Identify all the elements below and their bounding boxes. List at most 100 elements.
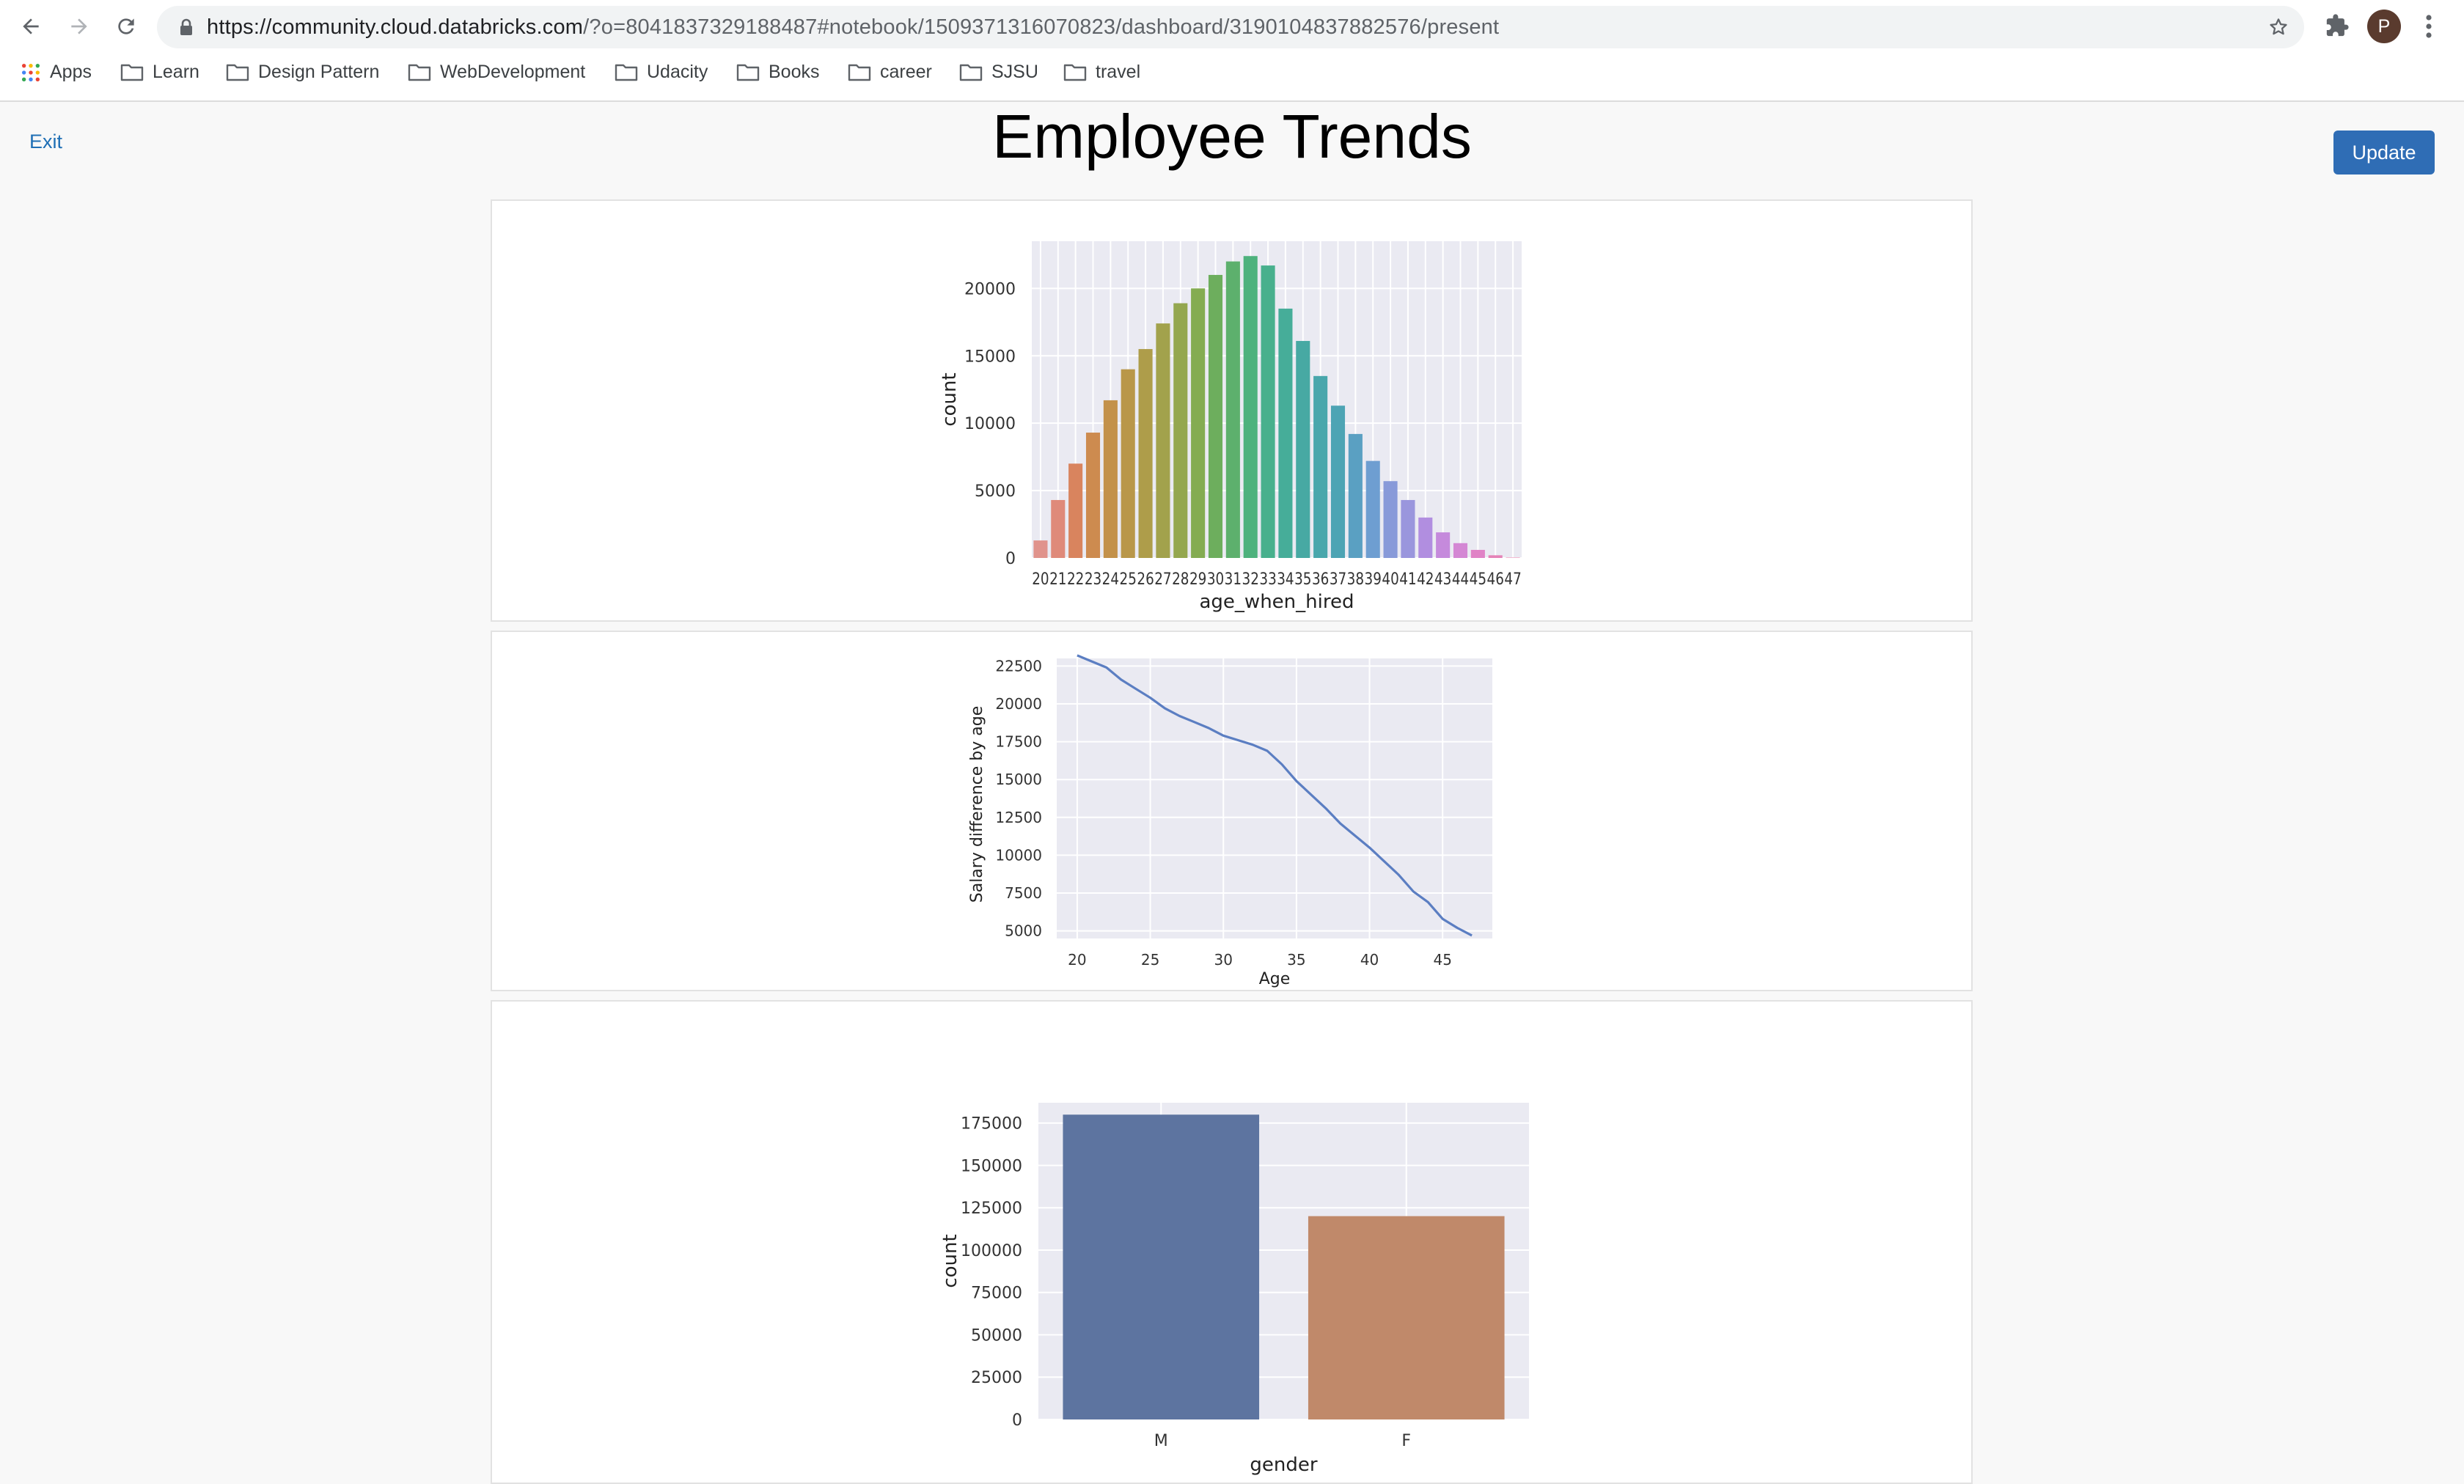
x-tick-label: 38 bbox=[1347, 570, 1364, 589]
bar bbox=[1085, 433, 1101, 558]
bar bbox=[1453, 543, 1468, 558]
bookmark-career[interactable]: career bbox=[848, 62, 932, 83]
x-tick-label: 45 bbox=[1434, 951, 1452, 969]
x-axis-label: gender bbox=[1250, 1454, 1317, 1476]
bar bbox=[1401, 499, 1415, 558]
x-tick-label: 25 bbox=[1141, 951, 1159, 969]
x-tick-label: M bbox=[1154, 1432, 1168, 1450]
back-button[interactable] bbox=[15, 10, 47, 43]
x-tick-label: 45 bbox=[1470, 570, 1486, 589]
gender-bar-chart: 0 25000 50000 75000 100000 125000 150000 175000… bbox=[939, 1103, 1529, 1476]
bar bbox=[1296, 341, 1310, 558]
x-tick-label: 31 bbox=[1225, 570, 1242, 589]
y-tick-label: 25000 bbox=[971, 1369, 1022, 1387]
chart-panel-age-when-hired: 0 5000 10000 15000 20000 20 21 22 23 24 25 26 27 28 29… bbox=[491, 199, 1973, 622]
x-axis-label: Age bbox=[1259, 970, 1291, 988]
x-tick-label: 30 bbox=[1214, 951, 1233, 969]
x-tick-label: 20 bbox=[1032, 570, 1049, 589]
bookmark-sjsu[interactable]: SJSU bbox=[959, 62, 1038, 83]
address-bar[interactable]: https://community.cloud.databricks.com/?… bbox=[157, 6, 2304, 48]
folder-icon bbox=[1063, 64, 1087, 81]
x-tick-label: 33 bbox=[1259, 570, 1276, 589]
bar bbox=[1033, 540, 1048, 558]
x-tick-label: 46 bbox=[1487, 570, 1504, 589]
bar bbox=[1383, 481, 1398, 558]
x-tick-label: 35 bbox=[1294, 570, 1311, 589]
bar bbox=[1138, 349, 1153, 558]
bar bbox=[1418, 517, 1433, 558]
y-tick-label: 100000 bbox=[961, 1242, 1022, 1260]
bookmark-label: WebDevelopment bbox=[440, 62, 586, 82]
extensions-icon[interactable] bbox=[2325, 13, 2350, 38]
folder-icon bbox=[736, 64, 760, 81]
bookmark-label: career bbox=[880, 62, 932, 82]
bookmark-udacity[interactable]: Udacity bbox=[615, 62, 708, 83]
update-button[interactable]: Update bbox=[2333, 131, 2435, 175]
url-path: /?o=8041837329188487#notebook/1509371316… bbox=[583, 15, 1500, 39]
bookmark-label: Design Pattern bbox=[258, 62, 380, 82]
bookmark-books[interactable]: Books bbox=[736, 62, 819, 83]
series-line bbox=[1077, 654, 1473, 937]
bar bbox=[1243, 256, 1258, 558]
y-tick-label: 20000 bbox=[964, 280, 1016, 298]
profile-avatar[interactable]: P bbox=[2367, 10, 2401, 43]
y-tick-label: 17500 bbox=[995, 733, 1042, 751]
bookmark-label: Udacity bbox=[647, 62, 708, 82]
reload-icon bbox=[118, 18, 134, 34]
y-tick-label: 15000 bbox=[964, 348, 1016, 366]
y-tick-label: 10000 bbox=[995, 846, 1042, 864]
bar bbox=[1173, 303, 1188, 558]
bar bbox=[1470, 549, 1485, 558]
forward-arrow-icon bbox=[71, 18, 87, 34]
y-tick-label: 0 bbox=[1005, 550, 1016, 568]
folder-icon bbox=[959, 64, 983, 81]
bookmark-label: Apps bbox=[50, 62, 92, 82]
x-tick-label: 29 bbox=[1189, 570, 1206, 589]
y-tick-label: 22500 bbox=[995, 657, 1042, 675]
bar bbox=[1103, 400, 1118, 558]
url-host: https://community.cloud.databricks.com bbox=[207, 15, 584, 39]
bookmark-learn[interactable]: Learn bbox=[120, 62, 199, 83]
forward-button[interactable] bbox=[63, 10, 95, 43]
y-tick-label: 12500 bbox=[995, 809, 1042, 826]
apps-grid-icon bbox=[21, 63, 40, 81]
reload-button[interactable] bbox=[110, 10, 142, 43]
bookmark-webdevelopment[interactable]: WebDevelopment bbox=[408, 62, 585, 83]
y-axis-label: count bbox=[939, 372, 961, 426]
bookmark-travel[interactable]: travel bbox=[1063, 62, 1140, 83]
menu-kebab-icon[interactable] bbox=[2421, 13, 2436, 40]
bar bbox=[1208, 274, 1223, 558]
bar bbox=[1365, 460, 1380, 558]
browser-chrome: https://community.cloud.databricks.com/?… bbox=[0, 0, 2464, 102]
bar bbox=[1488, 555, 1503, 558]
x-tick-label: 39 bbox=[1365, 570, 1382, 589]
x-tick-label: 20 bbox=[1068, 951, 1086, 969]
y-tick-label: 10000 bbox=[964, 415, 1016, 433]
bar bbox=[1121, 369, 1135, 558]
x-tick-label: 30 bbox=[1207, 570, 1224, 589]
folder-icon bbox=[408, 64, 431, 81]
folder-icon bbox=[226, 64, 249, 81]
chart-panel-gender: 0 25000 50000 75000 100000 125000 150000 175000… bbox=[491, 1000, 1973, 1484]
star-icon[interactable] bbox=[2267, 16, 2289, 38]
bookmark-label: SJSU bbox=[991, 62, 1038, 82]
x-tick-label: 26 bbox=[1137, 570, 1154, 589]
exit-link[interactable]: Exit bbox=[29, 131, 63, 153]
x-tick-label: 34 bbox=[1277, 570, 1294, 589]
bar bbox=[1051, 499, 1066, 558]
x-tick-label: 24 bbox=[1102, 570, 1119, 589]
bookmark-apps[interactable]: Apps bbox=[21, 62, 92, 83]
bar bbox=[1261, 265, 1275, 558]
bar bbox=[1156, 323, 1170, 558]
bar bbox=[1068, 463, 1083, 558]
bookmark-label: Books bbox=[769, 62, 820, 82]
x-axis-label: age_when_hired bbox=[1200, 591, 1354, 613]
age-when-hired-bar-chart: 0 5000 10000 15000 20000 20 21 22 23 24 25 26 27 28 29… bbox=[939, 241, 1522, 613]
x-tick-label: 36 bbox=[1312, 570, 1329, 589]
x-tick-label: 25 bbox=[1120, 570, 1137, 589]
bookmark-design-pattern[interactable]: Design Pattern bbox=[226, 62, 379, 83]
bar bbox=[1063, 1114, 1260, 1419]
y-axis-label: count bbox=[939, 1234, 961, 1288]
x-tick-label: 43 bbox=[1434, 570, 1451, 589]
y-tick-label: 15000 bbox=[995, 771, 1042, 788]
